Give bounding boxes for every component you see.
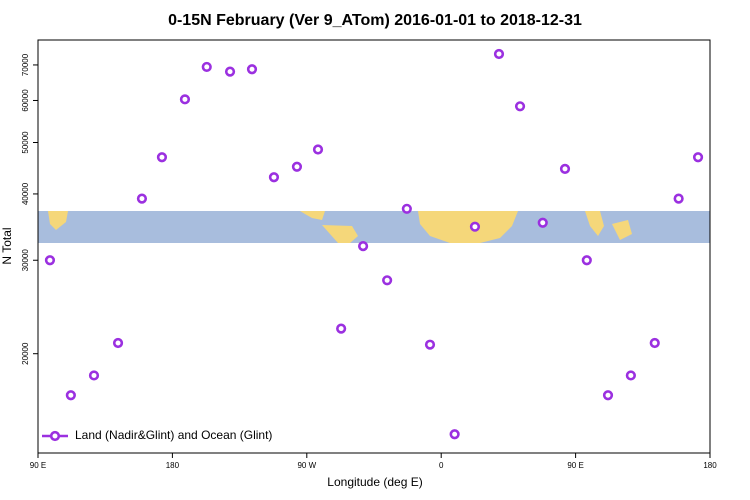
x-tick-label: 0 bbox=[439, 461, 444, 470]
x-axis-label: Longitude (deg E) bbox=[327, 475, 422, 489]
map-band bbox=[38, 211, 710, 243]
legend-marker bbox=[49, 430, 61, 442]
point bbox=[312, 144, 324, 155]
point bbox=[201, 61, 212, 73]
chart-title: 0-15N February (Ver 9_ATom) 2016-01-01 t… bbox=[168, 12, 582, 29]
land bbox=[418, 211, 518, 243]
point bbox=[357, 240, 369, 252]
point bbox=[537, 217, 548, 228]
x-tick-label: 180 bbox=[703, 461, 717, 470]
y-tick-label: 70000 bbox=[21, 53, 30, 76]
point bbox=[382, 275, 393, 286]
y-tick-label: 20000 bbox=[21, 342, 30, 365]
point bbox=[514, 101, 526, 112]
point bbox=[88, 370, 100, 381]
land bbox=[612, 220, 632, 240]
point bbox=[112, 337, 124, 349]
point bbox=[268, 172, 280, 183]
point bbox=[401, 203, 412, 214]
land bbox=[585, 211, 604, 236]
point bbox=[336, 323, 347, 334]
point bbox=[449, 429, 460, 440]
point bbox=[44, 255, 56, 266]
point bbox=[136, 193, 148, 204]
point bbox=[581, 255, 592, 266]
y-tick-label: 40000 bbox=[21, 182, 30, 205]
x-tick-label: 90 W bbox=[297, 461, 316, 470]
point bbox=[559, 163, 571, 174]
point bbox=[291, 161, 303, 172]
land bbox=[300, 211, 325, 220]
y-axis-label: N Total bbox=[0, 227, 14, 264]
x-tick-label: 90 E bbox=[567, 461, 583, 470]
point bbox=[179, 94, 191, 105]
ocean-band bbox=[38, 211, 710, 243]
legend-label: Land (Nadir&Glint) and Ocean (Glint) bbox=[75, 428, 272, 442]
land bbox=[48, 211, 68, 230]
point bbox=[649, 337, 660, 349]
land bbox=[322, 225, 358, 243]
point bbox=[602, 390, 614, 401]
plot-frame bbox=[37, 39, 711, 454]
y-tick-label: 30000 bbox=[21, 249, 30, 272]
y-tick-label: 60000 bbox=[21, 89, 30, 112]
point bbox=[65, 390, 76, 401]
point bbox=[246, 64, 258, 75]
point bbox=[692, 152, 704, 163]
point bbox=[493, 48, 505, 60]
point bbox=[156, 152, 168, 163]
point bbox=[424, 339, 436, 350]
point bbox=[224, 66, 236, 77]
point bbox=[625, 370, 636, 381]
point bbox=[673, 193, 684, 204]
x-tick-label: 90 E bbox=[30, 461, 46, 470]
y-tick-label: 50000 bbox=[21, 131, 30, 154]
point bbox=[469, 221, 481, 232]
x-tick-label: 180 bbox=[166, 461, 180, 470]
